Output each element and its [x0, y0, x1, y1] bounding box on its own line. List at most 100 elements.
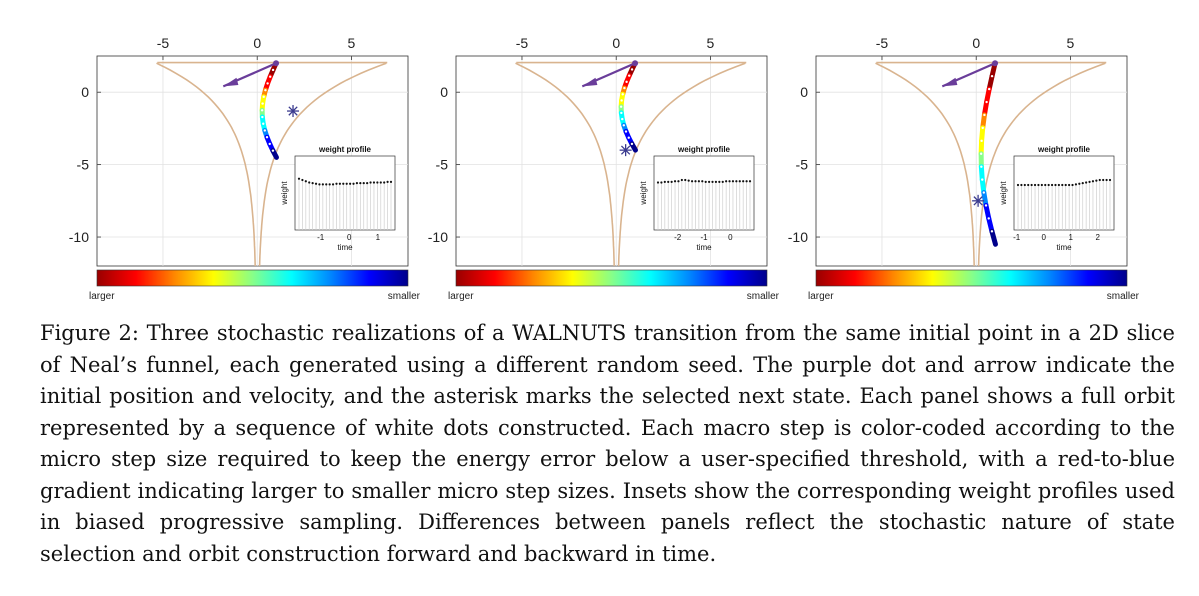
orbit-dot: [620, 111, 623, 115]
inset-point: [369, 181, 372, 184]
inset-x-tick-label: -1: [700, 233, 708, 242]
inset-x-tick-label: 0: [347, 233, 352, 242]
orbit-dot: [627, 136, 630, 139]
y-tick-label: 0: [800, 84, 808, 100]
colorbar-right-label: smaller: [388, 291, 421, 302]
colorbar: [96, 269, 409, 287]
orbit-dot: [262, 122, 265, 125]
figure-caption: Figure 2: Three stochastic realizations …: [40, 318, 1175, 570]
inset-point: [721, 180, 724, 183]
orbit-segment: [989, 228, 998, 247]
y-tick-label: -5: [436, 157, 449, 173]
inset-point: [1030, 183, 1033, 187]
inset-point: [701, 180, 704, 183]
orbit-dot: [987, 217, 990, 220]
orbit-dot: [268, 142, 271, 146]
colorbar-left-label: larger: [89, 291, 115, 302]
inset-xlabel: time: [696, 243, 712, 252]
inset-point: [1037, 183, 1040, 187]
y-tick-label: -10: [428, 229, 448, 245]
inset-point: [673, 180, 677, 183]
inset-point: [718, 180, 721, 183]
figure: -5 0 5 0 -5 -10 weight profile weight time -1 0 1 la…: [69, 35, 1140, 302]
inset-point: [335, 182, 338, 185]
caption-text: Three stochastic realizations of a WALNU…: [40, 321, 1175, 566]
x-tick-label: 5: [1067, 35, 1075, 51]
inset-point: [1098, 178, 1101, 182]
inset-point: [355, 182, 359, 185]
inset-point: [1054, 183, 1057, 187]
inset-point: [1040, 183, 1043, 187]
inset-point: [349, 182, 352, 185]
orbit-dot: [271, 149, 275, 152]
inset-x-tick-label: -2: [674, 233, 682, 242]
inset-point: [352, 182, 355, 185]
inset-point: [663, 180, 666, 183]
orbit-dot: [984, 204, 988, 207]
orbit-dot: [983, 113, 986, 117]
inset-point: [680, 178, 683, 182]
inset-title: weight profile: [318, 145, 372, 154]
inset-point: [389, 180, 393, 183]
orbit-dot: [261, 115, 264, 119]
inset-point: [331, 183, 335, 186]
inset-weight-profile: weight profile weight time -1 0 1: [280, 145, 396, 252]
inset-point: [1020, 183, 1023, 187]
inset-point: [687, 179, 690, 182]
inset-frame: [294, 155, 396, 231]
inset-x-tick-label: 1: [1069, 233, 1074, 242]
orbit-dot: [269, 75, 272, 78]
asterisk-stroke: [973, 196, 983, 206]
x-tick-label: 5: [707, 35, 715, 51]
orbit-dot: [263, 129, 267, 132]
inset-x-tick-label: 2: [1096, 233, 1101, 242]
inset-point: [714, 180, 718, 183]
inset-point: [1047, 183, 1050, 187]
inset-point: [745, 180, 748, 183]
inset-x-tick-label: 0: [728, 233, 733, 242]
inset-point: [684, 178, 687, 182]
x-tick-label: -5: [876, 35, 889, 51]
x-tick-label: -5: [157, 35, 170, 51]
orbit-dot: [261, 102, 264, 105]
orbit-dot: [988, 87, 991, 91]
colorbar: [455, 269, 768, 287]
orbit-dot: [985, 100, 988, 104]
inset-point: [1108, 178, 1112, 182]
inset-title: weight profile: [677, 145, 731, 154]
x-tick-label: 0: [972, 35, 980, 51]
inset-ylabel: weight: [280, 181, 289, 206]
inset-point: [1057, 183, 1060, 187]
inset-point: [731, 180, 735, 183]
inset-point: [1050, 183, 1054, 187]
inset-point: [1105, 178, 1108, 182]
x-tick-label: 0: [612, 35, 620, 51]
orbit-dot: [630, 142, 634, 146]
inset-point: [314, 182, 318, 185]
orbit-dot: [622, 124, 626, 127]
inset-point: [694, 180, 697, 183]
colorbar-right-label: smaller: [1107, 291, 1140, 302]
inset-point: [748, 180, 752, 183]
inset-frame: [653, 155, 755, 231]
inset-point: [362, 182, 365, 185]
inset-point: [656, 181, 660, 184]
inset-point: [318, 183, 321, 186]
inset-point: [660, 181, 663, 184]
orbit-dot: [260, 109, 264, 112]
y-tick-label: 0: [440, 84, 448, 100]
inset-point: [1095, 179, 1098, 182]
inset-x-tick-label: 1: [376, 233, 381, 242]
selected-state-asterisk: [619, 144, 632, 157]
inset-point: [1044, 183, 1047, 187]
inset-point: [338, 182, 341, 185]
inset-point: [1085, 181, 1088, 184]
inset-point: [359, 182, 362, 185]
inset-point: [372, 181, 376, 184]
inset-point: [697, 180, 700, 183]
orbit-dot: [630, 68, 634, 71]
colorbar-right-label: smaller: [747, 291, 780, 302]
inset-point: [1068, 183, 1071, 187]
